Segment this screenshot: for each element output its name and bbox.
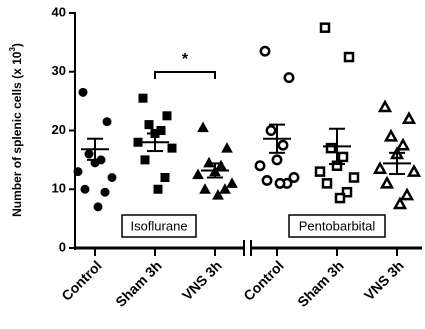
y-label-text: Number of splenic cells (x 10: [10, 51, 24, 217]
y-tick-label: 0: [59, 239, 66, 254]
data-point: [73, 167, 83, 177]
data-point: [274, 177, 286, 189]
y-tick-label: 30: [52, 63, 66, 78]
y-tick-label: 20: [52, 122, 66, 137]
data-point: [153, 184, 163, 194]
data-point: [144, 120, 154, 130]
data-point: [341, 186, 353, 198]
annotation: *: [182, 51, 189, 68]
data-point: [192, 168, 204, 180]
data-point: [93, 202, 103, 212]
x-tick-label: VNS 3h: [361, 257, 407, 303]
data-point: [102, 117, 112, 127]
y-tick-label: 40: [52, 4, 66, 19]
y-label-end: ): [10, 43, 24, 47]
data-point: [160, 173, 170, 182]
section-label: Pentobarbital: [299, 218, 376, 233]
data-point: [199, 183, 211, 194]
data-point: [265, 125, 277, 136]
data-point: [343, 51, 355, 63]
data-point: [406, 164, 422, 177]
x-tick-label: Sham 3h: [112, 257, 165, 310]
data-point: [277, 139, 289, 151]
data-point: [271, 154, 283, 166]
data-point: [138, 93, 148, 103]
data-point: [212, 189, 224, 200]
data-point: [215, 159, 227, 171]
data-point: [221, 142, 233, 153]
y-axis-label: Number of splenic cells (x 103): [8, 43, 24, 217]
data-point: [219, 183, 231, 194]
data-point: [348, 172, 360, 183]
data-point: [203, 156, 215, 168]
data-point: [288, 172, 300, 183]
section-box: [121, 214, 197, 238]
data-point: [283, 72, 295, 84]
data-point: [383, 128, 399, 142]
data-point: [314, 166, 326, 177]
data-point: [379, 175, 395, 189]
x-tick-label: Control: [58, 257, 105, 304]
data-point: [399, 187, 415, 201]
x-tick-label: VNS 3h: [179, 257, 225, 303]
y-tick-label: 10: [52, 181, 66, 196]
section-label: Isoflurane: [130, 218, 187, 233]
data-point: [197, 121, 209, 133]
data-point: [78, 87, 88, 97]
data-point: [395, 137, 411, 151]
data-point: [321, 178, 333, 189]
data-point: [226, 177, 238, 188]
data-point: [319, 22, 331, 33]
data-point: [259, 45, 271, 57]
data-point: [84, 149, 94, 159]
x-tick-label: Sham 3h: [294, 257, 347, 310]
data-point: [133, 137, 143, 147]
data-point: [162, 111, 172, 121]
data-point: [140, 155, 150, 165]
data-point: [261, 174, 273, 186]
data-point: [372, 161, 388, 174]
data-point: [167, 143, 177, 153]
data-point: [254, 160, 266, 172]
data-point: [401, 111, 417, 124]
data-point: [334, 192, 346, 204]
significance-bracket: [154, 71, 216, 79]
data-point: [377, 99, 393, 113]
section-box: [288, 214, 386, 238]
data-point: [80, 184, 90, 194]
data-point: [325, 142, 337, 154]
data-point: [337, 151, 349, 163]
data-point: [107, 173, 117, 182]
x-tick-label: Control: [240, 257, 287, 304]
data-point: [392, 196, 408, 210]
y-label-sup: 3: [8, 47, 17, 52]
data-point: [100, 187, 110, 197]
